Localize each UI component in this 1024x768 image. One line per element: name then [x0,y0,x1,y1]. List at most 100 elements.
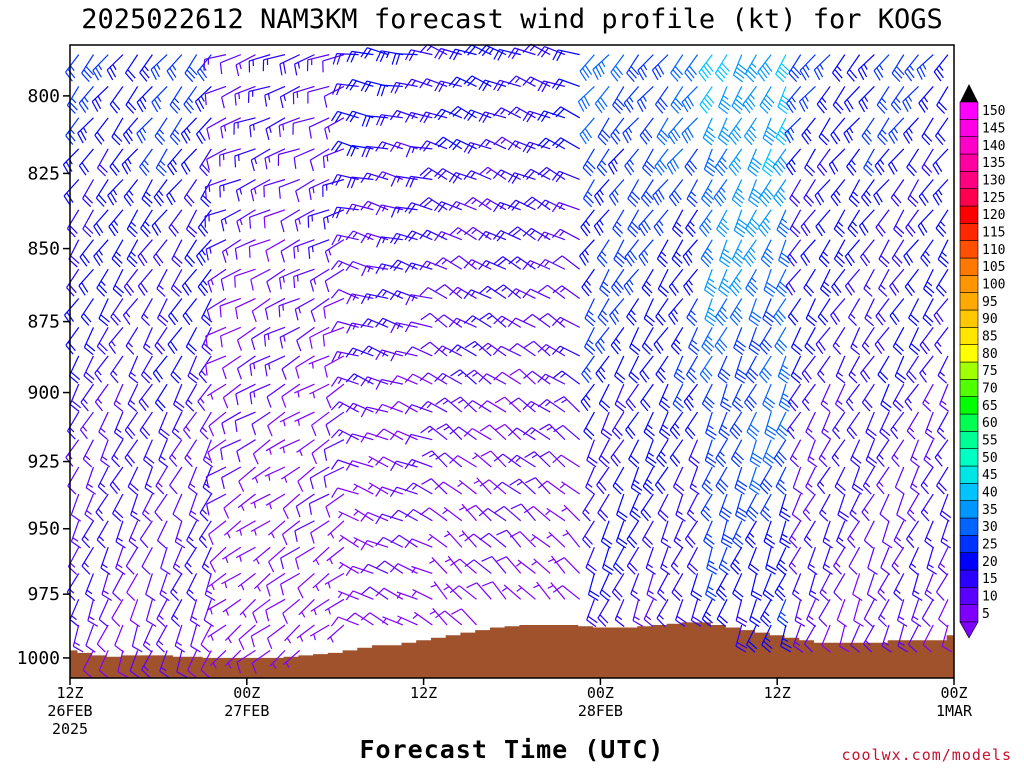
wind-barb [703,520,715,549]
wind-barb [671,573,684,602]
wind-barb [545,507,566,522]
wind-barb [263,209,286,229]
wind-barb [775,411,789,440]
wind-barb [803,520,816,549]
wind-barb [684,411,699,440]
wind-barb [935,573,949,601]
wind-barb [801,383,816,412]
wind-barb [168,298,183,326]
wind-barb [185,209,198,238]
wind-barb [585,546,597,575]
wind-barb [404,321,433,333]
wind-barb [115,520,126,549]
wind-barb [547,555,566,574]
wind-barb [637,54,654,81]
wind-barb [743,117,757,146]
wind-barb [702,117,716,146]
wind-barb [206,297,227,322]
wind-barb [703,269,717,297]
wind-barb [223,520,242,539]
wind-barb [537,231,566,242]
wind-barb [803,624,816,653]
wind-barb [184,239,198,268]
wind-barb [597,599,610,627]
wind-barb [375,456,404,468]
wind-barb [778,493,791,522]
wind-barb [222,546,242,564]
wind-barb [66,86,80,114]
wind-barb [718,547,731,575]
wind-barb [874,326,890,355]
wind-barb [552,585,581,600]
wind-barb [330,110,359,123]
wind-barb [96,148,109,177]
wind-barb [404,346,433,357]
wind-barb [877,117,890,146]
wind-barb [405,294,433,306]
wind-barb [264,297,286,320]
wind-barb [82,179,94,208]
wind-barb [582,148,596,177]
wind-barb [903,239,919,266]
wind-barb [655,355,669,384]
wind-barb [405,146,433,158]
wind-barb [235,383,256,406]
wind-barb [626,520,640,549]
wind-barb [934,439,949,467]
wind-barb [323,297,345,319]
wind-barb [361,145,389,158]
wind-barb [880,383,892,412]
wind-barb [404,458,433,470]
wind-barb [699,86,715,114]
wind-barb [608,179,625,206]
wind-barb [309,268,330,292]
wind-barb [152,355,168,383]
wind-barb [509,531,536,548]
wind-barb [640,383,654,412]
wind-barb [658,383,671,412]
wind-barb [684,54,699,82]
wind-barb [360,511,389,522]
wind-barb [127,383,139,412]
wind-barb [668,268,684,297]
wind-barb [434,168,463,181]
wind-barb [773,179,787,207]
wind-barb [479,312,507,328]
wind-barb [814,179,831,206]
wind-barb [624,239,640,267]
wind-barb [206,148,227,171]
wind-barb [264,466,286,481]
wind-barb [772,148,788,176]
wind-barb [761,148,777,177]
y-tick-label: 875 [27,312,60,333]
wind-barb [143,439,155,468]
wind-barb [80,298,94,326]
wind-barb [63,179,80,206]
wind-barb [137,268,153,296]
wind-barb [626,546,640,575]
wind-barb [731,239,745,268]
wind-barb [801,117,816,145]
wind-barb [524,451,551,468]
wind-barb [493,315,522,328]
wind-barb [822,547,833,575]
wind-barb [480,450,507,468]
colorbar-swatch [959,101,979,120]
wind-barb [434,314,463,328]
wind-barb [862,624,875,653]
wind-barb [507,140,536,151]
wind-barb [219,148,241,167]
wind-barb [775,117,791,146]
wind-barb [463,289,492,300]
wind-barb [140,298,153,327]
wind-barb [292,117,315,135]
wind-barb [861,117,875,146]
wind-barb [759,466,773,495]
wind-barb [360,200,389,211]
wind-barb [390,350,418,362]
wind-barb [853,599,864,627]
colorbar-label: 125 [982,191,1005,206]
wind-barb [66,411,80,440]
wind-barb [419,197,448,211]
